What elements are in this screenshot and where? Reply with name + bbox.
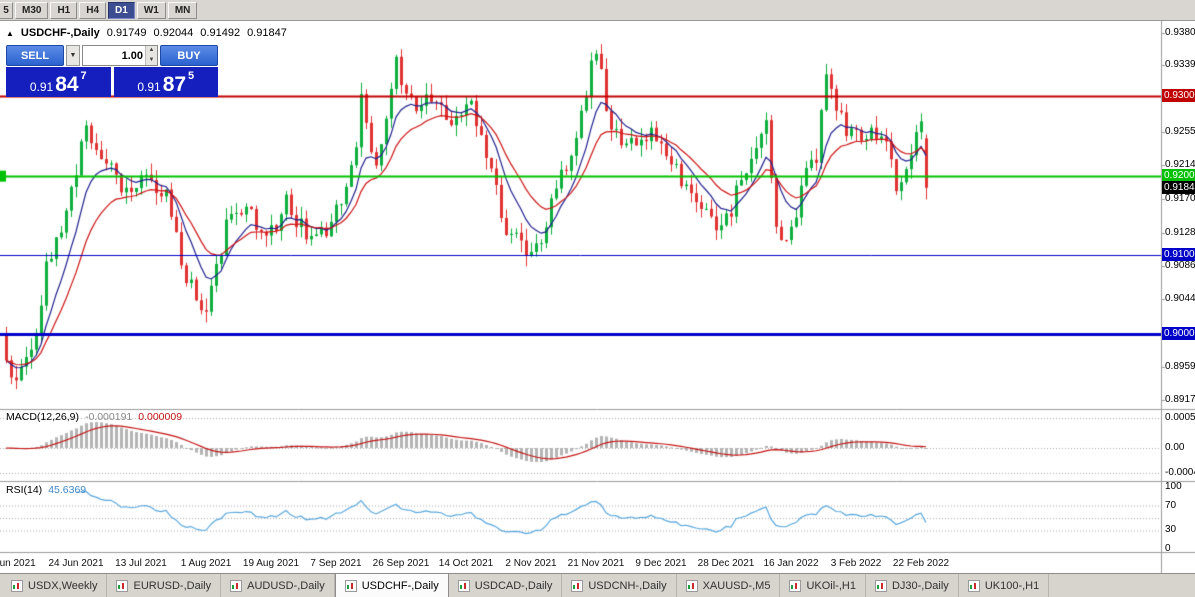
spinner-down-icon[interactable]: ▼ xyxy=(146,55,157,65)
chart-tab-dj30-daily[interactable]: DJ30-,Daily xyxy=(866,574,959,597)
chart-icon xyxy=(457,579,470,592)
tab-label: AUDUSD-,Daily xyxy=(247,579,325,592)
chart-tab-uk100-h1[interactable]: UK100-,H1 xyxy=(959,574,1050,597)
tab-label: USDCNH-,Daily xyxy=(588,579,667,592)
chart-tab-eurusd-daily[interactable]: EURUSD-,Daily xyxy=(107,574,222,597)
timeframe-button-h4[interactable]: H4 xyxy=(79,1,107,19)
trade-controls-row: SELL ▼ ▲ ▼ BUY xyxy=(6,45,218,66)
buy-price-prefix: 0.91 xyxy=(137,80,161,94)
chart-window: ▲ USDCHF-,Daily 0.91749 0.92044 0.91492 … xyxy=(0,21,1195,573)
chart-icon xyxy=(967,579,980,592)
timeframe-toolbar: 5 M30 H1 H4 D1 W1 MN xyxy=(0,0,1195,21)
chart-icon xyxy=(789,579,802,592)
macd-name: MACD(12,26,9) xyxy=(6,411,79,423)
chart-icon xyxy=(685,579,698,592)
chart-tab-usdcnh-daily[interactable]: USDCNH-,Daily xyxy=(562,574,677,597)
sell-price-pipette: 7 xyxy=(80,70,87,82)
chart-marker-icon: ▲ xyxy=(6,28,14,38)
tab-label: UK100-,H1 xyxy=(984,579,1040,592)
tab-label: EURUSD-,Daily xyxy=(133,579,212,592)
chart-tab-usdcad-daily[interactable]: USDCAD-,Daily xyxy=(449,574,563,597)
price-tag-0.9184[interactable]: 0.9184 xyxy=(1162,181,1195,195)
chart-tab-bar: USDX,Weekly EURUSD-,Daily AUDUSD-,Daily USD… xyxy=(0,573,1195,597)
chart-tab-audusd-daily[interactable]: AUDUSD-,Daily xyxy=(221,574,335,597)
timeframe-button-h1[interactable]: H1 xyxy=(50,1,78,19)
timeframe-button-w1[interactable]: W1 xyxy=(136,1,166,19)
chart-icon xyxy=(344,579,357,592)
sell-price-display[interactable]: 0.91 84 7 xyxy=(6,67,111,97)
close-value: 0.91847 xyxy=(247,27,287,39)
chart-icon xyxy=(116,579,129,592)
symbol-title: USDCHF-,Daily xyxy=(20,27,100,39)
timeframe-button-d1[interactable]: D1 xyxy=(108,1,135,19)
timeframe-button-m30[interactable]: M30 xyxy=(15,1,49,19)
chart-icon xyxy=(230,579,243,592)
one-click-trading-panel: SELL ▼ ▲ ▼ BUY 0.91 84 7 xyxy=(6,45,218,97)
price-tag-0.9000[interactable]: 0.9000 xyxy=(1162,327,1195,341)
tab-label: UKOil-,H1 xyxy=(806,579,856,592)
timeframe-button-mn[interactable]: MN xyxy=(167,1,198,19)
volume-input[interactable] xyxy=(83,46,145,65)
price-tag-0.9100[interactable]: 0.9100 xyxy=(1162,247,1195,261)
macd-main-value: -0.000191 xyxy=(84,411,133,423)
rsi-value: 45.6369 xyxy=(48,484,87,496)
spinner-up-icon[interactable]: ▲ xyxy=(146,46,157,56)
chart-tab-xauusd-m5[interactable]: XAUUSD-,M5 xyxy=(677,574,781,597)
chart-icon xyxy=(874,579,887,592)
chart-tab-ukoil-h1[interactable]: UKOil-,H1 xyxy=(780,574,866,597)
chevron-down-icon: ▼ xyxy=(69,52,77,59)
buy-price-pipette: 5 xyxy=(188,70,195,82)
chart-icon xyxy=(571,579,584,592)
tab-label: DJ30-,Daily xyxy=(891,579,949,592)
price-tag-0.9200[interactable]: 0.9200 xyxy=(1162,168,1195,182)
price-tag-0.9300[interactable]: 0.9300 xyxy=(1162,89,1195,103)
buy-button[interactable]: BUY xyxy=(160,45,218,66)
buy-price-display[interactable]: 0.91 87 5 xyxy=(113,67,218,97)
tab-label: XAUUSD-,M5 xyxy=(702,579,771,592)
timeframe-button-5[interactable]: 5 xyxy=(0,1,13,19)
chart-icon xyxy=(11,579,23,592)
open-value: 0.91749 xyxy=(106,27,147,39)
buy-price-pips: 87 xyxy=(162,73,187,96)
volume-dropdown-button[interactable]: ▼ xyxy=(66,45,80,66)
rsi-name: RSI(14) xyxy=(6,484,43,496)
trade-prices-row: 0.91 84 7 0.91 87 5 xyxy=(6,67,218,97)
low-value: 0.91492 xyxy=(200,27,241,39)
price-chart-canvas[interactable] xyxy=(0,21,1195,573)
chart-header: ▲ USDCHF-,Daily 0.91749 0.92044 0.91492 … xyxy=(6,27,287,39)
tab-label: USDX,Weekly xyxy=(28,579,98,592)
high-value: 0.92044 xyxy=(153,27,194,39)
chart-tab-usdchf-daily[interactable]: USDCHF-,Daily xyxy=(334,574,449,597)
tab-label: USDCAD-,Daily xyxy=(474,579,553,592)
sell-button[interactable]: SELL xyxy=(6,45,64,66)
macd-signal-value: 0.000009 xyxy=(138,411,183,423)
tab-label: USDCHF-,Daily xyxy=(361,579,439,592)
sell-price-prefix: 0.91 xyxy=(29,80,54,94)
chart-tab-usdx-weekly[interactable]: USDX,Weekly xyxy=(2,574,108,597)
volume-stepper: ▲ ▼ xyxy=(145,46,157,65)
macd-indicator-label: MACD(12,26,9) -0.000191 0.000009 xyxy=(6,411,182,423)
volume-field: ▲ ▼ xyxy=(82,45,158,66)
rsi-indicator-label: RSI(14) 45.6369 xyxy=(6,484,86,496)
sell-price-pips: 84 xyxy=(55,73,79,96)
